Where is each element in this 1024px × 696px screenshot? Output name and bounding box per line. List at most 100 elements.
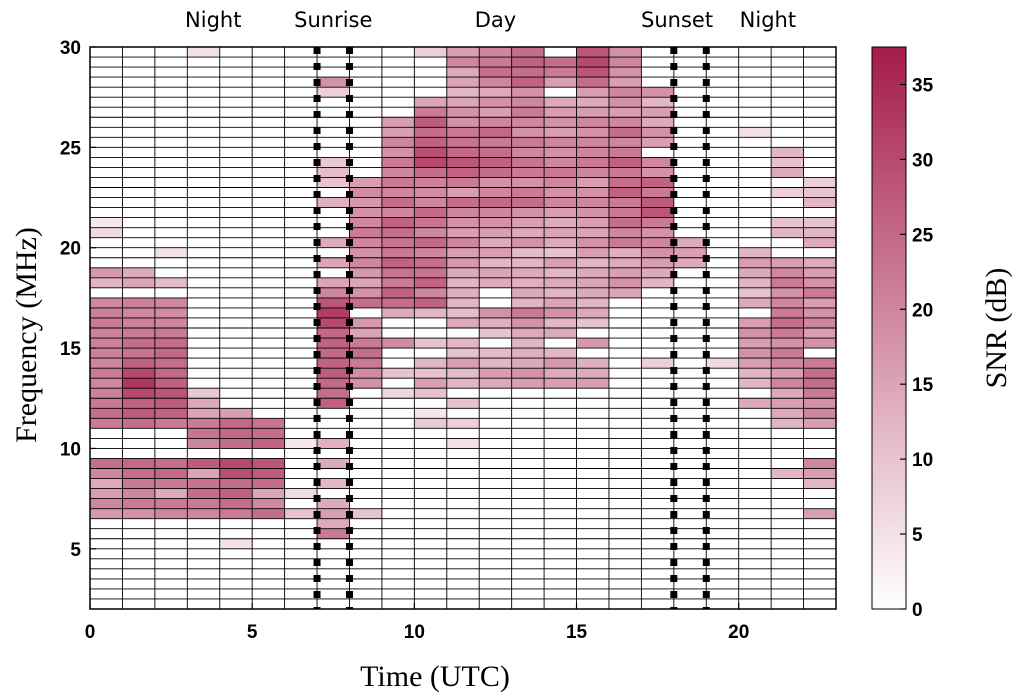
heatmap-cell [317,438,350,449]
heatmap-cell [511,217,545,228]
heatmap-cell [479,187,512,198]
heatmap-cell [803,508,836,519]
grid-lines [90,47,836,609]
heatmap-cell [738,328,772,339]
heatmap-cell [544,107,577,118]
heatmap-cell [479,57,512,68]
heatmap-cell [90,267,123,278]
heatmap-cell [446,87,480,98]
heatmap-cell [544,257,577,268]
heatmap-cell [381,307,415,318]
heatmap-cell [317,458,350,469]
heatmap-cell [381,197,415,208]
heatmap-cell [511,368,545,379]
heatmap-cell [381,247,415,258]
heatmap-cell [576,257,609,268]
heatmap-cell [414,107,447,118]
heatmap-cell [738,297,772,308]
heatmap-cell [414,207,447,218]
heatmap-cell [446,157,480,168]
heatmap-cell [154,488,188,499]
heatmap-cell [122,348,155,359]
heatmap-cell [544,117,577,128]
heatmap-cell [479,368,512,379]
heatmap-cell [803,408,836,419]
heatmap-cell [317,77,350,88]
heatmap-cell [414,247,447,258]
heatmap-cell [154,317,188,328]
colorbar-tick-label: 0 [912,600,923,621]
heatmap-cell [771,147,804,158]
heatmap-cell [414,127,447,138]
heatmap-cell [154,277,188,288]
heatmap-cell [122,328,155,339]
heatmap-cell [90,498,123,509]
heatmap-cell [154,338,188,349]
heatmap-cell [317,197,350,208]
heatmap-cell [122,317,155,328]
heatmap-cell [446,127,480,138]
heatmap-cell [122,458,155,469]
heatmap-cell [479,267,512,278]
heatmap-cell [576,147,609,158]
heatmap-cell [608,177,642,188]
heatmap-cell [544,177,577,188]
heatmap-cell [544,187,577,198]
heatmap-cell [544,157,577,168]
heatmap-cell [154,368,188,379]
heatmap-cell [349,267,382,278]
y-tick-label: 25 [60,138,82,159]
heatmap-cell [511,87,545,98]
heatmap-cell [544,277,577,288]
heatmap-cell [576,117,609,128]
heatmap-cell [349,358,382,369]
heatmap-cell [381,277,415,288]
heatmap-cell [414,117,447,128]
heatmap-cell [511,147,545,158]
heatmap-cell [576,47,609,58]
heatmap-cell [641,277,674,288]
heatmap-cell [154,498,188,509]
heatmap-cell [479,97,512,108]
heatmap-cell [803,468,836,479]
heatmap-cell [576,87,609,98]
heatmap-cell [576,267,609,278]
heatmap-cell [446,107,480,118]
heatmap-cell [479,67,512,78]
heatmap-cell [446,418,480,429]
heatmap-cell [544,227,577,238]
heatmap-cell [349,197,382,208]
heatmap-cell [252,488,285,499]
heatmap-cell [641,197,674,208]
heatmap-cell [317,277,350,288]
heatmap-cell [544,297,577,308]
heatmap-cell [187,488,220,499]
heatmap-cell [771,217,804,228]
heatmap-cell [317,398,350,409]
heatmap-cell [544,237,577,248]
heatmap-cell [479,227,512,238]
heatmap-cell [446,368,480,379]
heatmap-cell [414,227,447,238]
heatmap-cell [608,217,642,228]
y-axis-title: Frequency (MHz) [10,227,43,443]
heatmap-cell [90,468,123,479]
heatmap-cell [122,358,155,369]
heatmap-cell [317,348,350,359]
heatmap-cell [122,338,155,349]
heatmap-cell [122,368,155,379]
phase-label: Day [475,8,516,32]
colorbar: 0 5 10 15 20 25 30 35 [871,46,934,621]
heatmap-cell [641,227,674,238]
heatmap-cell [90,378,123,389]
heatmap-cell [122,488,155,499]
heatmap-cell [90,307,123,318]
heatmap-cell [187,408,220,419]
heatmap-cell [544,368,577,379]
heatmap-cell [803,378,836,389]
heatmap-cell [381,257,415,268]
heatmap-cell [608,77,642,88]
heatmap-cell [771,418,804,429]
heatmap-cell [349,187,382,198]
heatmap-cell [479,378,512,389]
